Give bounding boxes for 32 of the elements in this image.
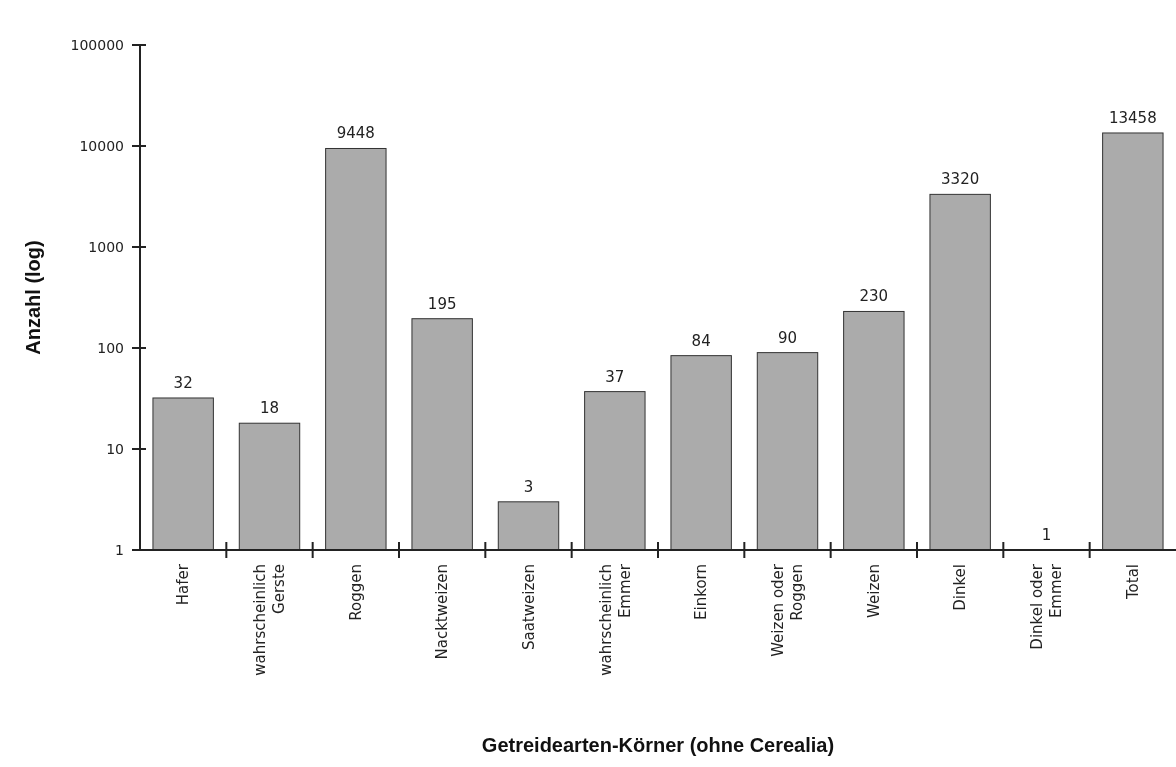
x-tick-label: Dinkel bbox=[951, 564, 970, 611]
y-tick-label: 100000 bbox=[70, 36, 124, 53]
x-tick-label: wahrscheinlich Emmer bbox=[596, 563, 634, 676]
data-label: 37 bbox=[605, 367, 625, 386]
data-label: 84 bbox=[691, 331, 711, 350]
x-tick-label: Weizen bbox=[865, 564, 884, 618]
x-tick-label: Saatweizen bbox=[519, 564, 538, 651]
data-label: 9448 bbox=[336, 124, 375, 143]
y-tick-label: 1 bbox=[115, 541, 124, 558]
y-axis-title: Anzahl (log) bbox=[22, 240, 44, 355]
data-label: 18 bbox=[259, 399, 280, 418]
data-label: 3320 bbox=[941, 170, 980, 189]
x-tick-label: Total bbox=[1124, 564, 1143, 601]
data-label: 195 bbox=[427, 294, 457, 313]
data-label: 32 bbox=[173, 373, 193, 392]
x-axis-title: Getreidearten-Körner (ohne Cerealia) bbox=[481, 734, 835, 756]
data-label: 3 bbox=[523, 477, 534, 496]
x-tick-label: Weizen oder Roggen bbox=[769, 563, 807, 657]
y-tick-label: 10000 bbox=[79, 137, 124, 154]
x-tick-label: Roggen bbox=[347, 564, 366, 621]
data-label: 230 bbox=[859, 287, 889, 306]
data-label: 1 bbox=[1041, 526, 1052, 544]
data-label: 13458 bbox=[1108, 108, 1157, 127]
x-tick-label: Hafer bbox=[174, 563, 193, 606]
y-tick-label: 10 bbox=[106, 440, 124, 457]
x-tick-label: Einkorn bbox=[692, 564, 711, 620]
x-tick-label: Dinkel oder Emmer bbox=[1028, 563, 1066, 650]
y-tick-label: 100 bbox=[97, 339, 124, 356]
x-tick-label: wahrscheinlich Gerste bbox=[251, 564, 289, 676]
data-label: 90 bbox=[777, 328, 798, 347]
x-tick-label: Nacktweizen bbox=[433, 564, 452, 660]
y-tick-label: 1000 bbox=[88, 238, 124, 255]
